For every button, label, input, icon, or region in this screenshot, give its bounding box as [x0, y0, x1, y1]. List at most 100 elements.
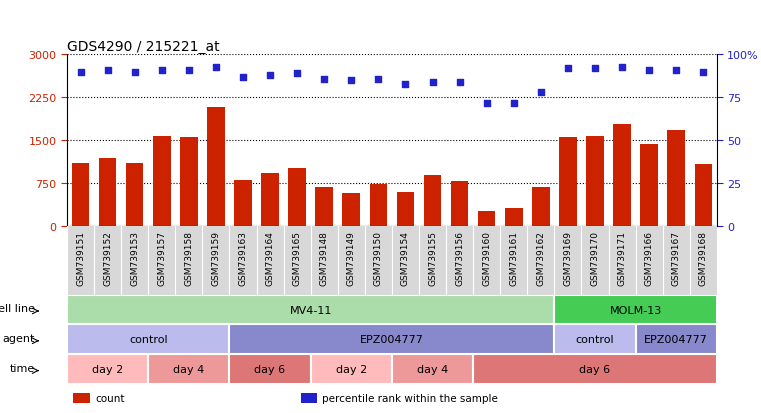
Text: GSM739149: GSM739149	[347, 230, 356, 285]
Bar	[613, 125, 631, 227]
Point	[400, 81, 412, 88]
Text: GSM739158: GSM739158	[184, 230, 193, 285]
Text: GSM739154: GSM739154	[401, 230, 410, 285]
Text: day 2: day 2	[92, 364, 123, 374]
Point	[616, 64, 628, 71]
Point	[535, 90, 547, 96]
Text: day 6: day 6	[579, 364, 610, 374]
Bar	[424, 176, 441, 227]
Bar	[392, 354, 473, 384]
Bar	[67, 325, 230, 354]
Bar	[586, 136, 603, 227]
Text: GDS4290 / 215221_at: GDS4290 / 215221_at	[67, 40, 220, 55]
Text: GSM739152: GSM739152	[103, 230, 112, 285]
Bar	[207, 108, 224, 227]
Bar	[342, 194, 360, 227]
Bar	[559, 138, 577, 227]
Text: GSM739170: GSM739170	[591, 230, 600, 285]
Bar	[315, 188, 333, 227]
Bar	[451, 182, 469, 227]
Point	[345, 78, 358, 84]
Point	[101, 67, 113, 74]
Point	[508, 100, 520, 107]
Point	[318, 76, 330, 83]
Text: GSM739168: GSM739168	[699, 230, 708, 285]
Bar	[396, 192, 414, 227]
Point	[210, 64, 222, 71]
Point	[670, 67, 683, 74]
Bar	[234, 181, 252, 227]
Text: agent: agent	[2, 333, 35, 343]
Bar	[635, 325, 717, 354]
Bar	[505, 209, 523, 227]
Point	[237, 74, 249, 81]
Bar	[370, 185, 387, 227]
Point	[481, 100, 493, 107]
Text: GSM739159: GSM739159	[212, 230, 221, 285]
Point	[75, 69, 87, 76]
Text: GSM739165: GSM739165	[293, 230, 301, 285]
Point	[372, 76, 384, 83]
Bar	[126, 164, 144, 227]
Bar	[67, 295, 554, 325]
Text: GSM739167: GSM739167	[672, 230, 681, 285]
Text: day 2: day 2	[336, 364, 367, 374]
Point	[643, 67, 655, 74]
Text: MV4-11: MV4-11	[289, 305, 332, 315]
Text: EPZ004777: EPZ004777	[360, 335, 424, 344]
Point	[454, 79, 466, 86]
Text: GSM739163: GSM739163	[238, 230, 247, 285]
Text: control: control	[575, 335, 614, 344]
Point	[129, 69, 141, 76]
Bar	[640, 145, 658, 227]
Text: control: control	[129, 335, 167, 344]
Bar	[478, 211, 495, 227]
Point	[291, 71, 303, 78]
Bar	[695, 165, 712, 227]
Text: cell line: cell line	[0, 303, 35, 313]
Text: time: time	[9, 363, 35, 373]
Bar	[74, 393, 90, 403]
Text: day 4: day 4	[174, 364, 205, 374]
Bar	[230, 354, 310, 384]
Bar	[148, 354, 230, 384]
Text: GSM739153: GSM739153	[130, 230, 139, 285]
Point	[183, 67, 195, 74]
Point	[562, 66, 574, 72]
Bar	[288, 169, 306, 227]
Bar	[301, 393, 317, 403]
Text: GSM739161: GSM739161	[509, 230, 518, 285]
Bar	[153, 136, 170, 227]
Bar	[99, 158, 116, 227]
Text: GSM739171: GSM739171	[618, 230, 626, 285]
Text: GSM739160: GSM739160	[482, 230, 491, 285]
Text: percentile rank within the sample: percentile rank within the sample	[323, 393, 498, 403]
Bar	[310, 354, 392, 384]
Text: GSM739169: GSM739169	[563, 230, 572, 285]
Text: GSM739156: GSM739156	[455, 230, 464, 285]
Text: GSM739157: GSM739157	[158, 230, 166, 285]
Bar	[532, 188, 549, 227]
Text: MOLM-13: MOLM-13	[610, 305, 662, 315]
Bar	[180, 138, 198, 227]
Text: GSM739164: GSM739164	[266, 230, 275, 285]
Bar	[72, 164, 89, 227]
Point	[697, 69, 709, 76]
Bar	[473, 354, 717, 384]
Point	[589, 66, 601, 72]
Text: EPZ004777: EPZ004777	[645, 335, 708, 344]
Bar	[667, 131, 685, 227]
Text: GSM739155: GSM739155	[428, 230, 437, 285]
Text: GSM739148: GSM739148	[320, 230, 329, 285]
Bar	[554, 325, 635, 354]
Text: count: count	[95, 393, 124, 403]
Bar	[554, 295, 717, 325]
Text: day 4: day 4	[417, 364, 448, 374]
Point	[426, 79, 438, 86]
Text: GSM739151: GSM739151	[76, 230, 85, 285]
Text: GSM739166: GSM739166	[645, 230, 654, 285]
Text: day 6: day 6	[254, 364, 285, 374]
Bar	[261, 173, 279, 227]
Point	[156, 67, 168, 74]
Text: GSM739150: GSM739150	[374, 230, 383, 285]
